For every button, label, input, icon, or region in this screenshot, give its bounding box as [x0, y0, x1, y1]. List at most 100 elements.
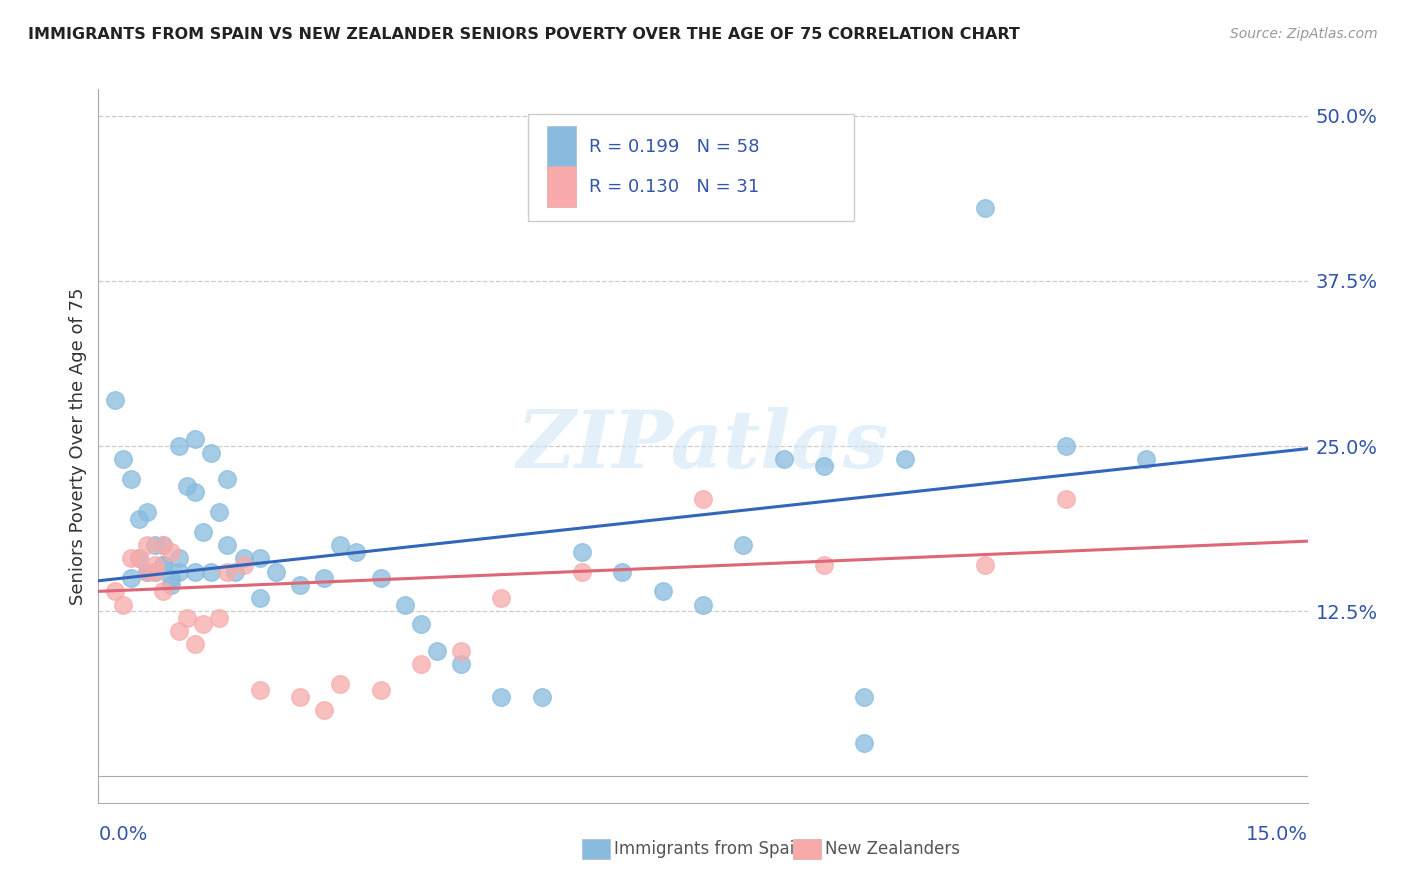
Point — [813, 458, 835, 473]
Point — [394, 598, 416, 612]
Point — [184, 433, 207, 447]
Point — [208, 505, 231, 519]
Point — [152, 538, 174, 552]
Point — [314, 571, 336, 585]
Text: Source: ZipAtlas.com: Source: ZipAtlas.com — [1230, 27, 1378, 41]
Point — [217, 565, 239, 579]
Point — [450, 644, 472, 658]
Point — [160, 578, 183, 592]
Point — [200, 565, 222, 579]
Point — [612, 565, 634, 579]
Point — [167, 565, 190, 579]
Point — [193, 524, 215, 539]
FancyBboxPatch shape — [547, 166, 576, 207]
Point — [176, 478, 198, 492]
Point — [571, 565, 593, 579]
Point — [530, 690, 553, 704]
Point — [184, 565, 207, 579]
Point — [128, 551, 150, 566]
Point — [853, 690, 876, 704]
FancyBboxPatch shape — [547, 127, 576, 167]
Point — [692, 491, 714, 506]
Point — [813, 558, 835, 572]
Point — [893, 452, 915, 467]
Point — [426, 644, 449, 658]
Point — [224, 565, 246, 579]
Point — [135, 565, 157, 579]
Point — [167, 624, 190, 638]
Text: Immigrants from Spain: Immigrants from Spain — [614, 840, 806, 858]
Point — [160, 545, 183, 559]
Text: IMMIGRANTS FROM SPAIN VS NEW ZEALANDER SENIORS POVERTY OVER THE AGE OF 75 CORREL: IMMIGRANTS FROM SPAIN VS NEW ZEALANDER S… — [28, 27, 1019, 42]
Point — [184, 637, 207, 651]
Point — [167, 439, 190, 453]
Point — [491, 591, 513, 605]
Point — [143, 558, 166, 572]
Y-axis label: Seniors Poverty Over the Age of 75: Seniors Poverty Over the Age of 75 — [69, 287, 87, 605]
Text: New Zealanders: New Zealanders — [825, 840, 960, 858]
Point — [217, 538, 239, 552]
Point — [167, 551, 190, 566]
Point — [733, 538, 755, 552]
Point — [264, 565, 287, 579]
Point — [143, 565, 166, 579]
Point — [249, 551, 271, 566]
Point — [491, 690, 513, 704]
Point — [120, 551, 142, 566]
Point — [772, 452, 794, 467]
Point — [111, 598, 134, 612]
Point — [329, 677, 352, 691]
Point — [193, 617, 215, 632]
Point — [314, 703, 336, 717]
Point — [288, 578, 311, 592]
Point — [232, 558, 254, 572]
Text: ZIPatlas: ZIPatlas — [517, 408, 889, 484]
Point — [370, 683, 392, 698]
Point — [103, 584, 125, 599]
Point — [288, 690, 311, 704]
Point — [200, 445, 222, 459]
Point — [571, 545, 593, 559]
Point — [409, 657, 432, 671]
Text: 0.0%: 0.0% — [98, 825, 148, 844]
Point — [853, 736, 876, 750]
Point — [329, 538, 352, 552]
Point — [103, 392, 125, 407]
Point — [152, 584, 174, 599]
Point — [1054, 491, 1077, 506]
Point — [143, 538, 166, 552]
Point — [135, 565, 157, 579]
Point — [184, 485, 207, 500]
Point — [249, 591, 271, 605]
Point — [1054, 439, 1077, 453]
Point — [1135, 452, 1157, 467]
Point — [208, 611, 231, 625]
FancyBboxPatch shape — [527, 114, 855, 221]
Point — [152, 558, 174, 572]
Point — [450, 657, 472, 671]
Text: R = 0.130   N = 31: R = 0.130 N = 31 — [589, 178, 759, 195]
Point — [651, 584, 673, 599]
Point — [120, 472, 142, 486]
Point — [111, 452, 134, 467]
Point — [135, 505, 157, 519]
Point — [370, 571, 392, 585]
Point — [143, 565, 166, 579]
Point — [152, 538, 174, 552]
Point — [128, 511, 150, 525]
Point — [128, 551, 150, 566]
Point — [249, 683, 271, 698]
Text: 15.0%: 15.0% — [1246, 825, 1308, 844]
Point — [120, 571, 142, 585]
Point — [152, 558, 174, 572]
Point — [974, 201, 997, 215]
Point — [135, 565, 157, 579]
Point — [974, 558, 997, 572]
Point — [217, 472, 239, 486]
Point — [160, 571, 183, 585]
Point — [176, 611, 198, 625]
Text: R = 0.199   N = 58: R = 0.199 N = 58 — [589, 137, 759, 155]
Point — [409, 617, 432, 632]
Point — [344, 545, 367, 559]
Point — [135, 538, 157, 552]
